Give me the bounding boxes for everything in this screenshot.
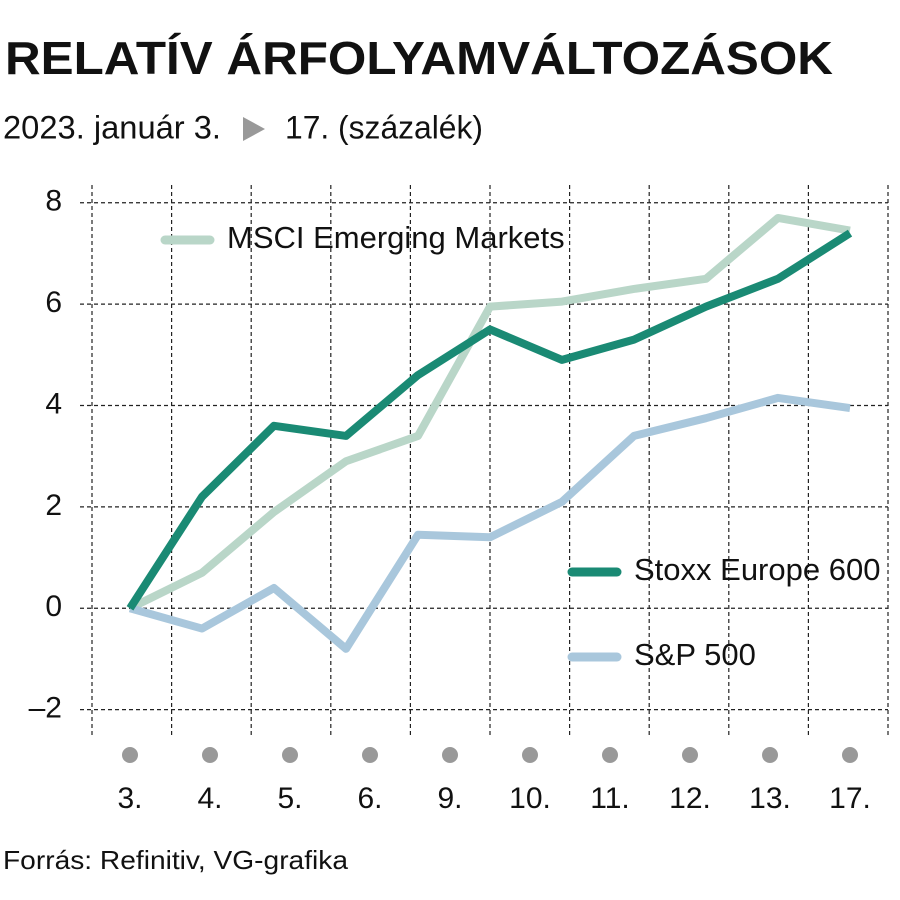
y-tick-label: 0 <box>45 590 62 623</box>
y-tick-label: 6 <box>45 286 62 319</box>
series-line <box>128 393 851 653</box>
series-line <box>128 213 851 612</box>
x-tick-label: 3. <box>117 782 142 815</box>
x-tick-label: 9. <box>437 782 462 815</box>
category-dot <box>602 747 618 763</box>
category-dot <box>202 747 218 763</box>
chart-title: RELATÍV ÁRFOLYAMVÁLTOZÁSOK <box>5 32 833 84</box>
y-tick-label: –2 <box>29 692 62 725</box>
legend-label: Stoxx Europe 600 <box>634 552 880 587</box>
x-tick-label: 5. <box>277 782 302 815</box>
category-dot <box>362 747 378 763</box>
subtitle: 2023. január 3. <box>3 109 221 145</box>
category-dot <box>682 747 698 763</box>
x-tick-label: 11. <box>590 782 629 815</box>
series-line <box>126 229 853 611</box>
category-dot <box>842 747 858 763</box>
x-tick-label: 12. <box>669 782 711 815</box>
subtitle: 17. (százalék) <box>285 109 483 145</box>
category-dot <box>762 747 778 763</box>
legend-label: MSCI Emerging Markets <box>227 220 565 255</box>
x-tick-label: 13. <box>749 782 791 815</box>
category-dot <box>442 747 458 763</box>
y-tick-label: 2 <box>45 489 62 522</box>
arrow-icon <box>243 117 265 141</box>
category-dot <box>282 747 298 763</box>
y-tick-label: 8 <box>45 185 62 218</box>
x-tick-label: 4. <box>197 782 222 815</box>
source: Forrás: Refinitiv, VG-grafika <box>3 845 349 875</box>
x-tick-label: 17. <box>829 782 871 815</box>
legend-label: S&P 500 <box>634 637 756 672</box>
x-tick-label: 10. <box>509 782 551 815</box>
category-dot <box>522 747 538 763</box>
x-tick-label: 6. <box>357 782 382 815</box>
y-tick-label: 4 <box>45 387 62 420</box>
category-dot <box>122 747 138 763</box>
